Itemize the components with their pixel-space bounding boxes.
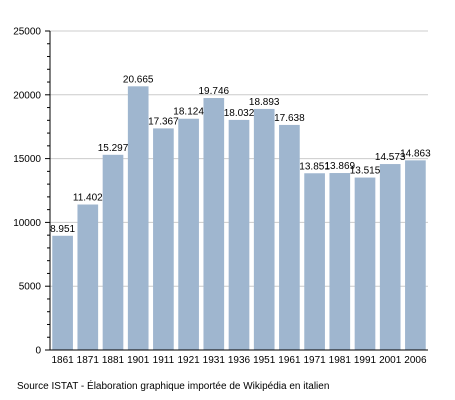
bar-1911 — [153, 128, 174, 350]
value-label-1901: 20.665 — [123, 74, 154, 85]
x-tick-label-1961: 1961 — [278, 355, 301, 366]
bar-1871 — [77, 204, 99, 350]
x-tick-label-1921: 1921 — [177, 355, 200, 366]
y-tick-label: 15000 — [13, 154, 41, 165]
value-label-1871: 11.402 — [73, 193, 103, 204]
value-label-1861: 8.951 — [50, 224, 75, 235]
x-tick-label-1901: 1901 — [127, 355, 150, 366]
value-label-1951: 18.893 — [249, 97, 280, 108]
value-label-1991: 13.515 — [350, 166, 381, 177]
x-tick-label-1951: 1951 — [253, 355, 276, 366]
x-tick-label-1981: 1981 — [329, 355, 352, 366]
bar-2006 — [405, 160, 426, 350]
bar-1936 — [228, 119, 250, 350]
value-label-1881: 15.297 — [98, 143, 129, 154]
bar-1971 — [304, 173, 325, 350]
bar-2001 — [379, 164, 401, 350]
x-tick-label-2006: 2006 — [404, 355, 427, 366]
bar-1861 — [52, 235, 73, 350]
bar-1951 — [253, 108, 275, 350]
x-tick-label-1911: 1911 — [153, 355, 175, 366]
x-tick-label-1931: 1931 — [203, 355, 226, 366]
x-tick-label-1881: 1881 — [102, 355, 125, 366]
labels: 0 5000 10000 15000 20000 25000 8.951 1861 11.402… — [13, 27, 431, 367]
y-tick-label: 20000 — [13, 90, 41, 101]
y-tick-label: 5000 — [19, 282, 42, 293]
x-tick-label-1936: 1936 — [228, 355, 251, 366]
value-label-2006: 14.863 — [400, 148, 431, 159]
x-tick-label-2001: 2001 — [379, 355, 402, 366]
bars — [52, 86, 426, 350]
value-label-2001: 14.573 — [375, 152, 406, 163]
value-label-1911: 17.367 — [148, 116, 179, 127]
x-tick-label-1971: 1971 — [303, 355, 326, 366]
value-label-1921: 18.124 — [173, 107, 204, 118]
bar-1991 — [354, 177, 376, 350]
source-note: Source ISTAT - Élaboration graphique imp… — [17, 381, 330, 392]
x-tick-label-1871: 1871 — [77, 355, 100, 366]
y-tick-label: 10000 — [13, 218, 41, 229]
bar-1981 — [329, 173, 351, 350]
value-label-1961: 17.638 — [274, 113, 305, 124]
value-label-1936: 18.032 — [224, 108, 255, 119]
value-label-1931: 19.746 — [199, 86, 230, 97]
axes — [45, 30, 428, 351]
x-tick-label-1861: 1861 — [51, 355, 74, 366]
bar-1921 — [178, 118, 199, 350]
value-label-1971: 13.851 — [299, 161, 330, 172]
bar-1961 — [279, 124, 300, 350]
value-label-1981: 13.869 — [325, 161, 356, 172]
bar-1931 — [203, 98, 225, 350]
x-tick-label-1991: 1991 — [354, 355, 377, 366]
bar-1881 — [102, 154, 124, 350]
bar-1901 — [127, 86, 149, 350]
y-tick-label: 25000 — [13, 27, 41, 38]
y-tick-label: 0 — [35, 346, 41, 357]
